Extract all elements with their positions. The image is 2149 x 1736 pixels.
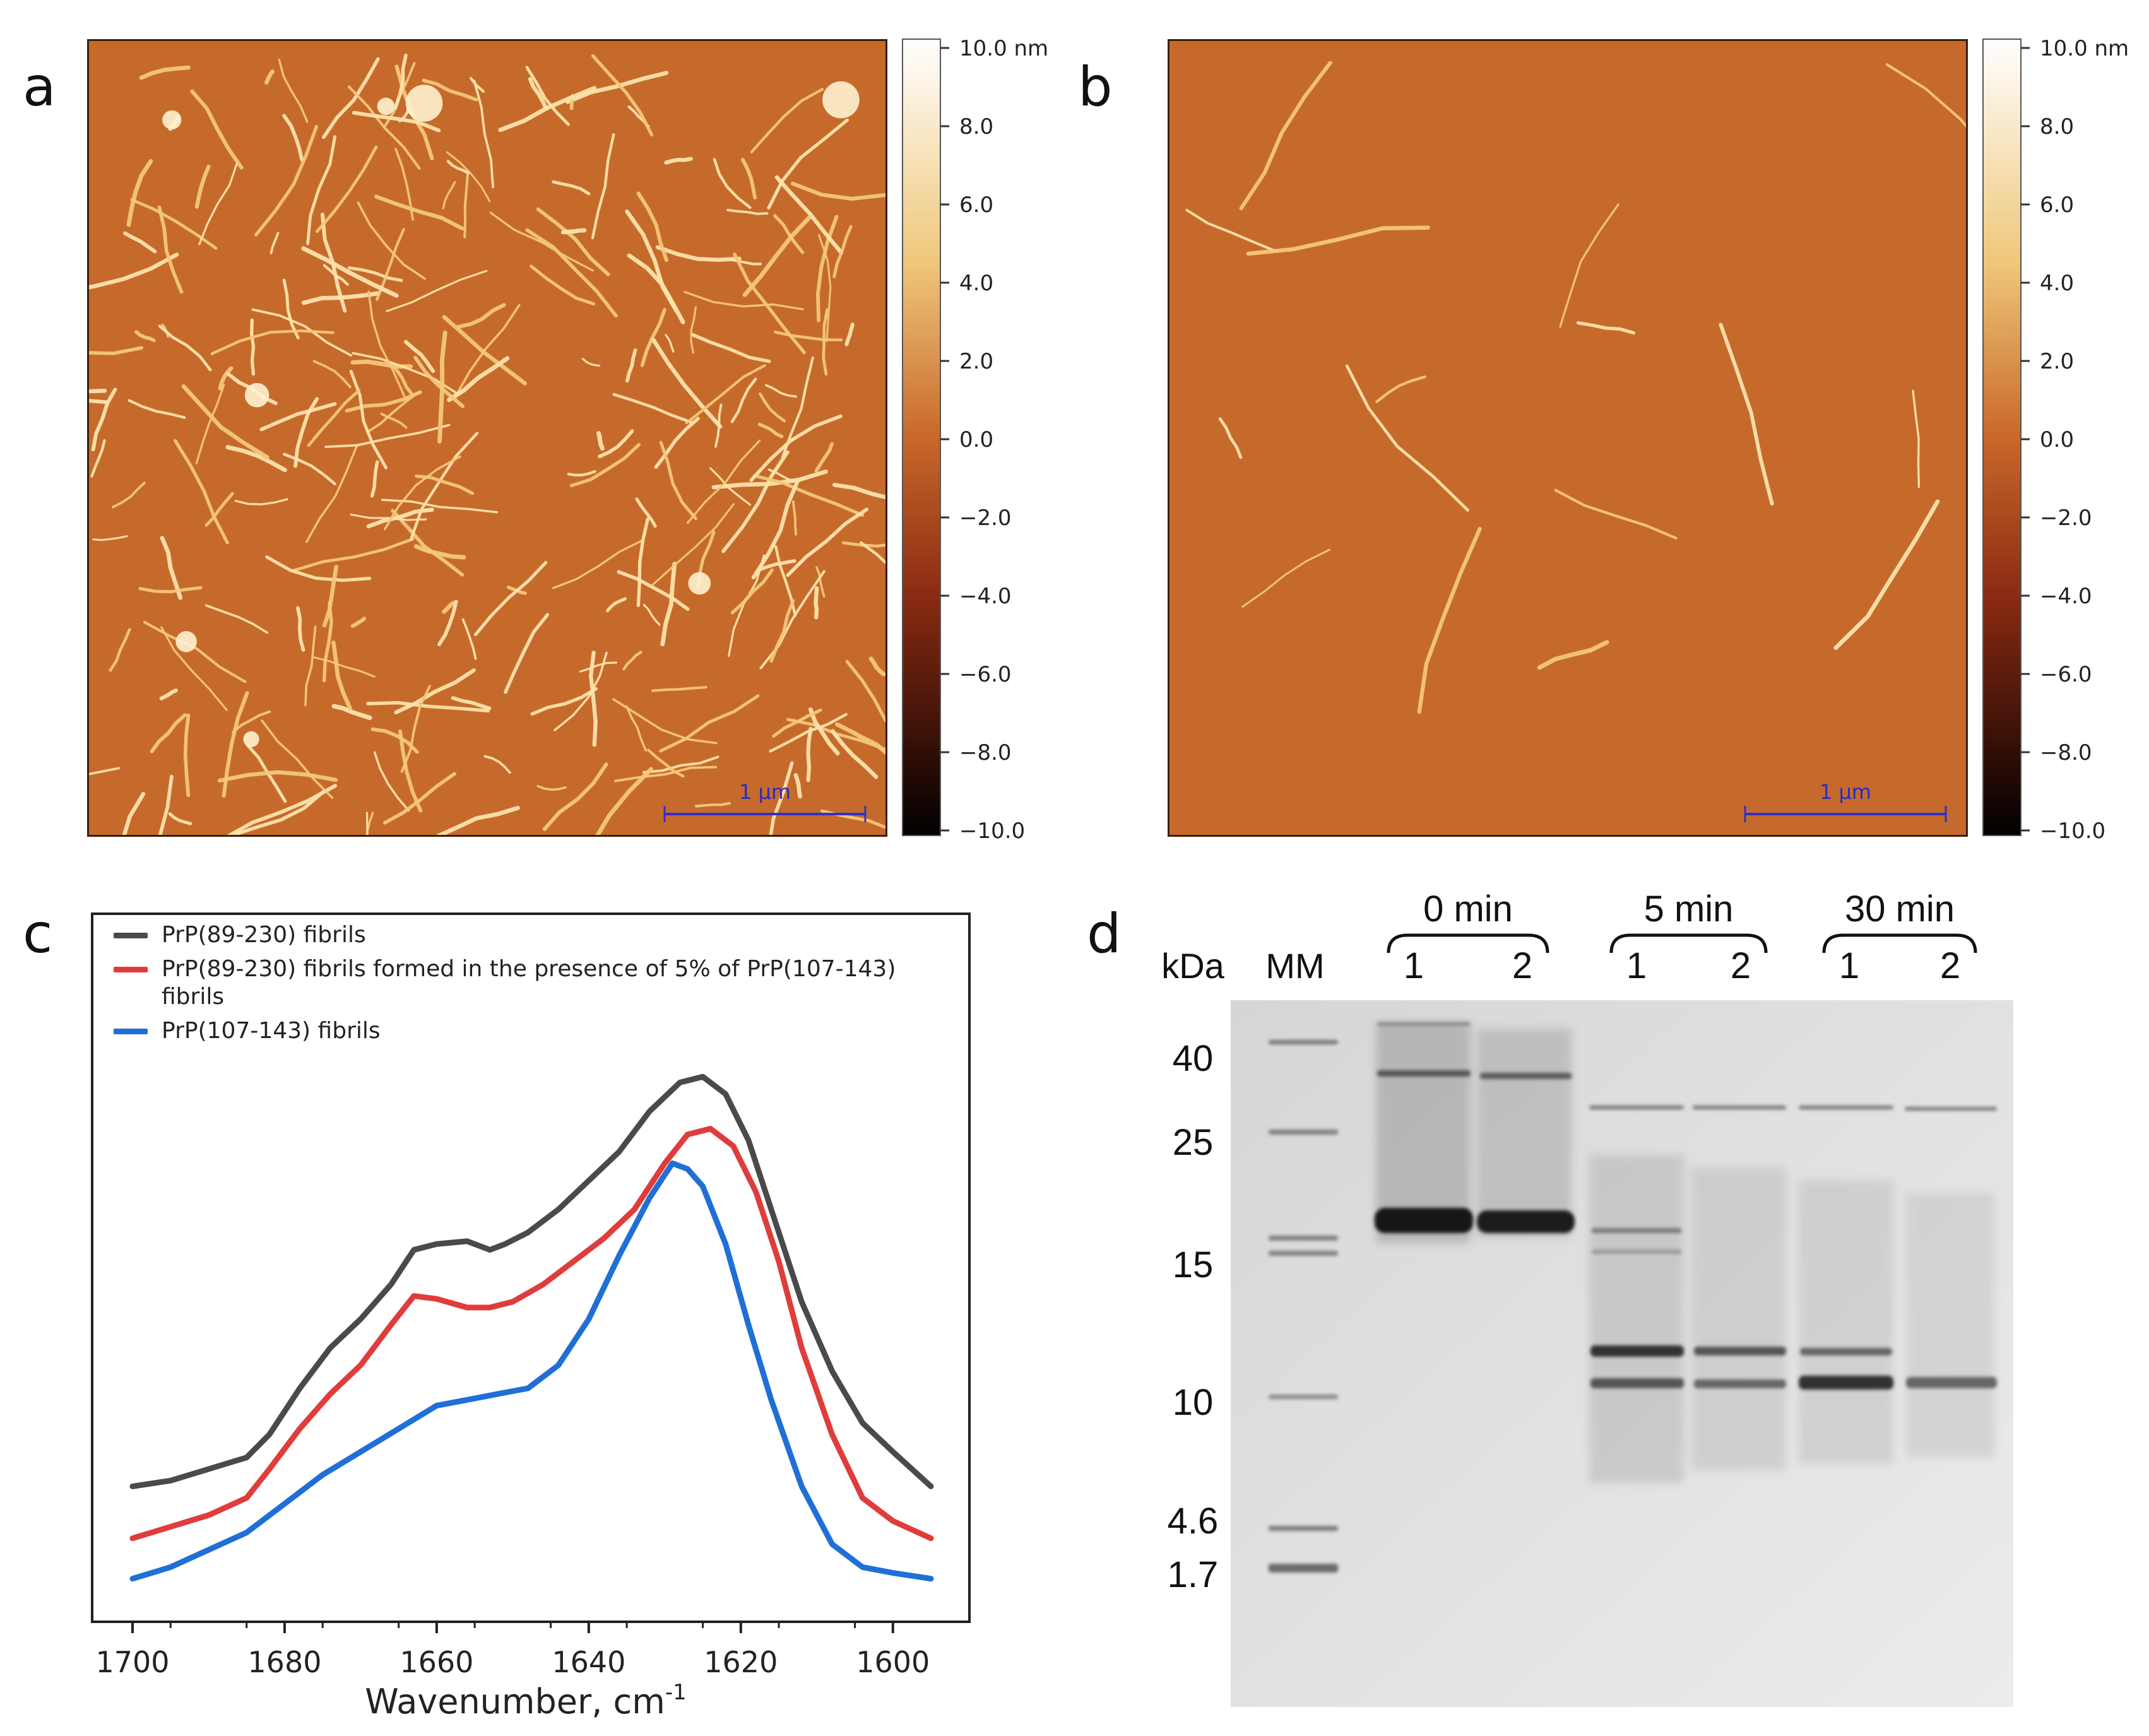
marker-label: 1.7 [1168,1554,1219,1595]
group-bracket [1609,933,1768,954]
legend-item: PrP(89-230) fibrils [114,921,959,949]
colorbar-tick-label: 4.0 [959,271,993,296]
legend-label: PrP(89-230) fibrils formed in the presen… [162,956,896,1010]
chart-frame [91,912,971,1623]
x-tick-label: 1700 [95,1645,169,1679]
group-bracket [1822,933,1977,954]
x-tick-label: 1660 [400,1645,473,1679]
legend-item: PrP(89-230) fibrils formed in the presen… [114,955,959,1011]
colorbar-tick-label: 10.0 nm [2040,37,2129,61]
lane-label: 1 [1404,945,1424,986]
lane-label: 2 [1940,945,1960,986]
legend-swatch-blue [114,1029,148,1034]
lane-label: 1 [1626,945,1647,986]
ftir-chart: 1700 1680 1660 1640 1620 1600 Wavenumber, cm-… [91,912,971,1721]
colorbar-tick-label: −2.0 [959,505,1012,531]
colorbar-tick-label: −8.0 [2040,740,2092,765]
mm-label: MM [1265,946,1324,986]
kda-label: kDa [1161,946,1224,986]
colorbar-tick-label: 6.0 [959,192,993,218]
chart-legend: PrP(89-230) fibrils PrP(89-230) fibrils … [114,921,959,1045]
scalebar-label-a: 1 µm [739,780,791,804]
panel-label-c: c [23,902,53,965]
colorbar-tick-label: 2.0 [2040,349,2074,374]
colorbar-tick-label: 2.0 [959,349,993,374]
marker-label: 25 [1173,1122,1214,1163]
series-line-1 [129,1126,934,1542]
colorbar-a: 10.0 nm 8.0 6.0 4.0 2.0 0.0 −2.0 −4.0 −6.0 −8.0 −1… [902,37,1048,844]
lane-label: 1 [1839,945,1859,986]
marker-label: 40 [1173,1038,1214,1079]
x-tick-label: 1640 [552,1645,625,1679]
time-label: 5 min [1644,889,1734,930]
time-label: 0 min [1423,889,1513,930]
colorbar-tick-label: −6.0 [2040,662,2092,687]
colorbar-b: 10.0 nm 8.0 6.0 4.0 2.0 0.0 −2.0 −4.0 −6.0 −8.0 −1… [1982,37,2129,844]
lane-label: 2 [1731,945,1751,986]
legend-label: PrP(107-143) fibrils [162,1018,381,1044]
time-label: 30 min [1845,889,1955,930]
legend-swatch-gray [114,933,148,938]
x-tick-label: 1620 [704,1645,778,1679]
scalebar-label-b: 1 µm [1820,780,1871,804]
lane-label: 2 [1512,945,1532,986]
panel-label-d: d [1087,902,1122,965]
x-tick-label: 1680 [247,1645,321,1679]
marker-label: 4.6 [1168,1501,1219,1542]
colorbar-tick-label: 8.0 [2040,114,2074,139]
panel-label-b: b [1078,56,1113,119]
colorbar-tick-label: 8.0 [959,114,993,139]
colorbar-tick-label: −4.0 [959,584,1012,609]
series-line-0 [129,1073,934,1489]
colorbar-tick-label: −10.0 [2040,818,2105,844]
afm-image-b: 1 µm [1168,39,1968,837]
marker-label: 15 [1173,1244,1214,1285]
series-line-2 [129,1160,934,1582]
marker-label: 10 [1173,1382,1214,1423]
colorbar-tick-label: −6.0 [959,662,1012,687]
legend-swatch-red [114,967,148,972]
x-axis-label: Wavenumber, cm-1 [365,1680,687,1721]
colorbar-tick-label: −4.0 [2040,584,2092,609]
group-bracket [1387,933,1549,954]
colorbar-tick-label: 10.0 nm [959,37,1048,61]
colorbar-tick-label: 6.0 [2040,192,2074,218]
colorbar-tick-label: 0.0 [2040,427,2074,452]
colorbar-tick-label: 0.0 [959,427,993,452]
x-tick-label: 1600 [856,1645,930,1679]
colorbar-tick-label: −8.0 [959,740,1012,765]
colorbar-tick-label: −10.0 [959,818,1025,844]
legend-item: PrP(107-143) fibrils [114,1017,959,1045]
sds-page-gel: 40 25 15 10 4.6 1.7 kDa MM 0 min 1 2 5 min 1 2 30 m… [1161,889,2013,1707]
colorbar-tick-label: 4.0 [2040,271,2074,296]
legend-label: PrP(89-230) fibrils [162,922,366,948]
panel-label-a: a [23,56,56,119]
colorbar-tick-label: −2.0 [2040,505,2092,531]
afm-image-a: 1 µm [87,39,887,837]
